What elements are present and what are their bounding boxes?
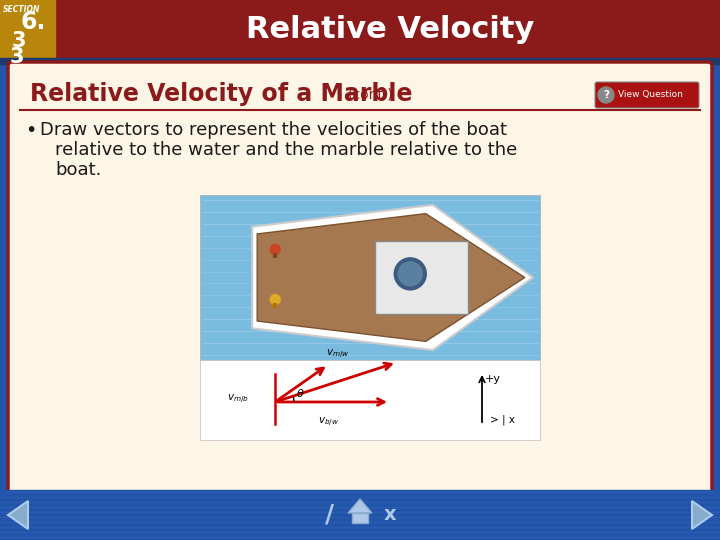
FancyBboxPatch shape xyxy=(8,62,712,496)
Circle shape xyxy=(598,87,614,103)
Text: /: / xyxy=(325,503,335,527)
Bar xyxy=(352,513,368,523)
Text: 3: 3 xyxy=(12,31,27,51)
Text: $v_{b/w}$: $v_{b/w}$ xyxy=(318,416,338,429)
Bar xyxy=(0,490,720,540)
Circle shape xyxy=(395,258,426,290)
Text: +y: +y xyxy=(485,374,501,384)
Bar xyxy=(200,360,540,440)
Text: > | x: > | x xyxy=(490,415,515,426)
Circle shape xyxy=(270,245,280,254)
Text: View Question: View Question xyxy=(618,91,683,99)
Text: Relative Velocity: Relative Velocity xyxy=(246,15,534,44)
Text: 3: 3 xyxy=(10,47,24,67)
Circle shape xyxy=(270,294,280,305)
Text: ?: ? xyxy=(603,90,609,100)
Text: Draw vectors to represent the velocities of the boat: Draw vectors to represent the velocities… xyxy=(40,121,507,139)
Text: $\theta$: $\theta$ xyxy=(296,387,305,399)
Bar xyxy=(0,0,55,58)
Polygon shape xyxy=(8,501,28,529)
Polygon shape xyxy=(252,205,533,350)
FancyBboxPatch shape xyxy=(595,82,699,108)
Polygon shape xyxy=(257,214,525,341)
Circle shape xyxy=(398,262,422,286)
Text: $v_{m/b}$: $v_{m/b}$ xyxy=(227,393,249,406)
Bar xyxy=(0,0,720,58)
Text: x: x xyxy=(384,505,396,524)
Text: $v_{m/w}$: $v_{m/w}$ xyxy=(326,348,350,361)
Text: SECTION: SECTION xyxy=(3,5,40,14)
Bar xyxy=(0,58,720,64)
Bar xyxy=(200,195,540,360)
Text: (cont.): (cont.) xyxy=(348,87,394,101)
Polygon shape xyxy=(692,501,712,529)
Text: Relative Velocity of a Marble: Relative Velocity of a Marble xyxy=(30,82,413,106)
Bar xyxy=(375,241,468,314)
Polygon shape xyxy=(348,499,372,513)
Text: 6.: 6. xyxy=(20,10,45,34)
Text: relative to the water and the marble relative to the: relative to the water and the marble rel… xyxy=(55,141,517,159)
Text: •: • xyxy=(25,120,37,139)
Text: boat.: boat. xyxy=(55,161,102,179)
